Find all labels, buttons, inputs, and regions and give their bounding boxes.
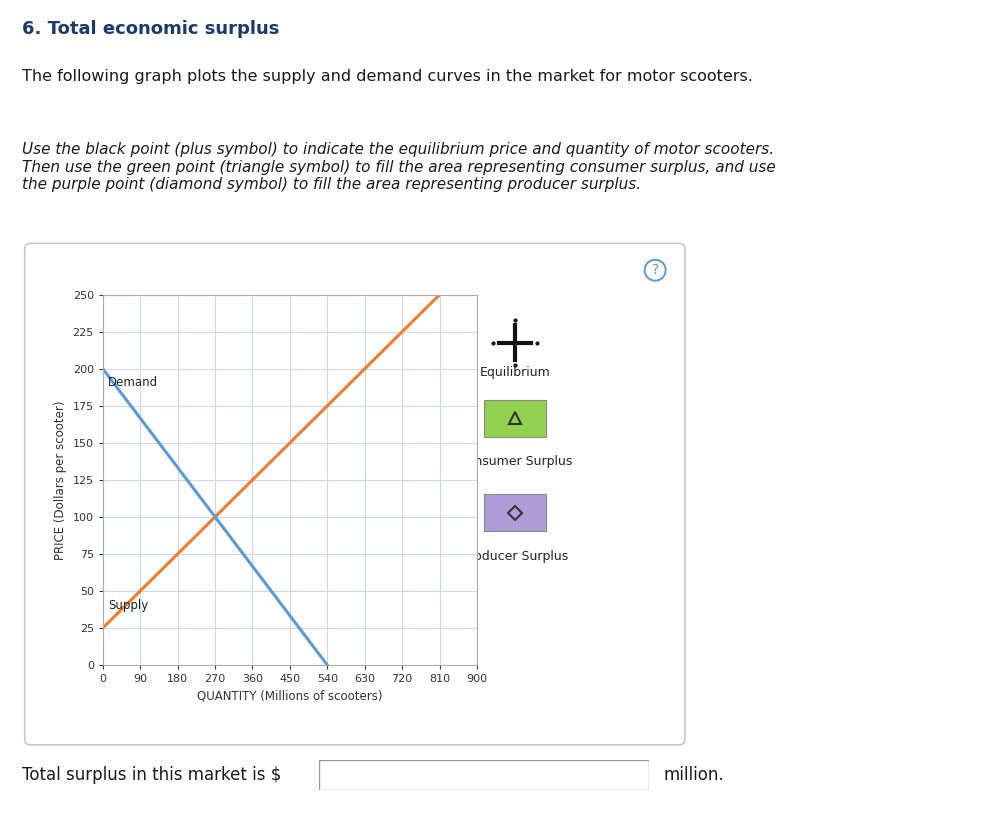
Bar — [484, 400, 546, 437]
X-axis label: QUANTITY (Millions of scooters): QUANTITY (Millions of scooters) — [198, 689, 382, 702]
Text: ?: ? — [652, 263, 659, 278]
Text: The following graph plots the supply and demand curves in the market for motor s: The following graph plots the supply and… — [22, 69, 752, 84]
Text: Total surplus in this market is $: Total surplus in this market is $ — [22, 766, 281, 784]
Bar — [484, 494, 546, 532]
Text: Demand: Demand — [108, 376, 158, 389]
Text: Supply: Supply — [108, 599, 148, 611]
Text: Equilibrium: Equilibrium — [480, 366, 550, 379]
Y-axis label: PRICE (Dollars per scooter): PRICE (Dollars per scooter) — [54, 400, 67, 559]
FancyBboxPatch shape — [25, 243, 685, 745]
Text: Producer Surplus: Producer Surplus — [462, 549, 568, 562]
Text: Consumer Surplus: Consumer Surplus — [458, 455, 572, 468]
Text: million.: million. — [664, 766, 725, 784]
Text: Use the black point (plus symbol) to indicate the equilibrium price and quantity: Use the black point (plus symbol) to ind… — [22, 142, 775, 192]
Text: 6. Total economic surplus: 6. Total economic surplus — [22, 20, 279, 38]
